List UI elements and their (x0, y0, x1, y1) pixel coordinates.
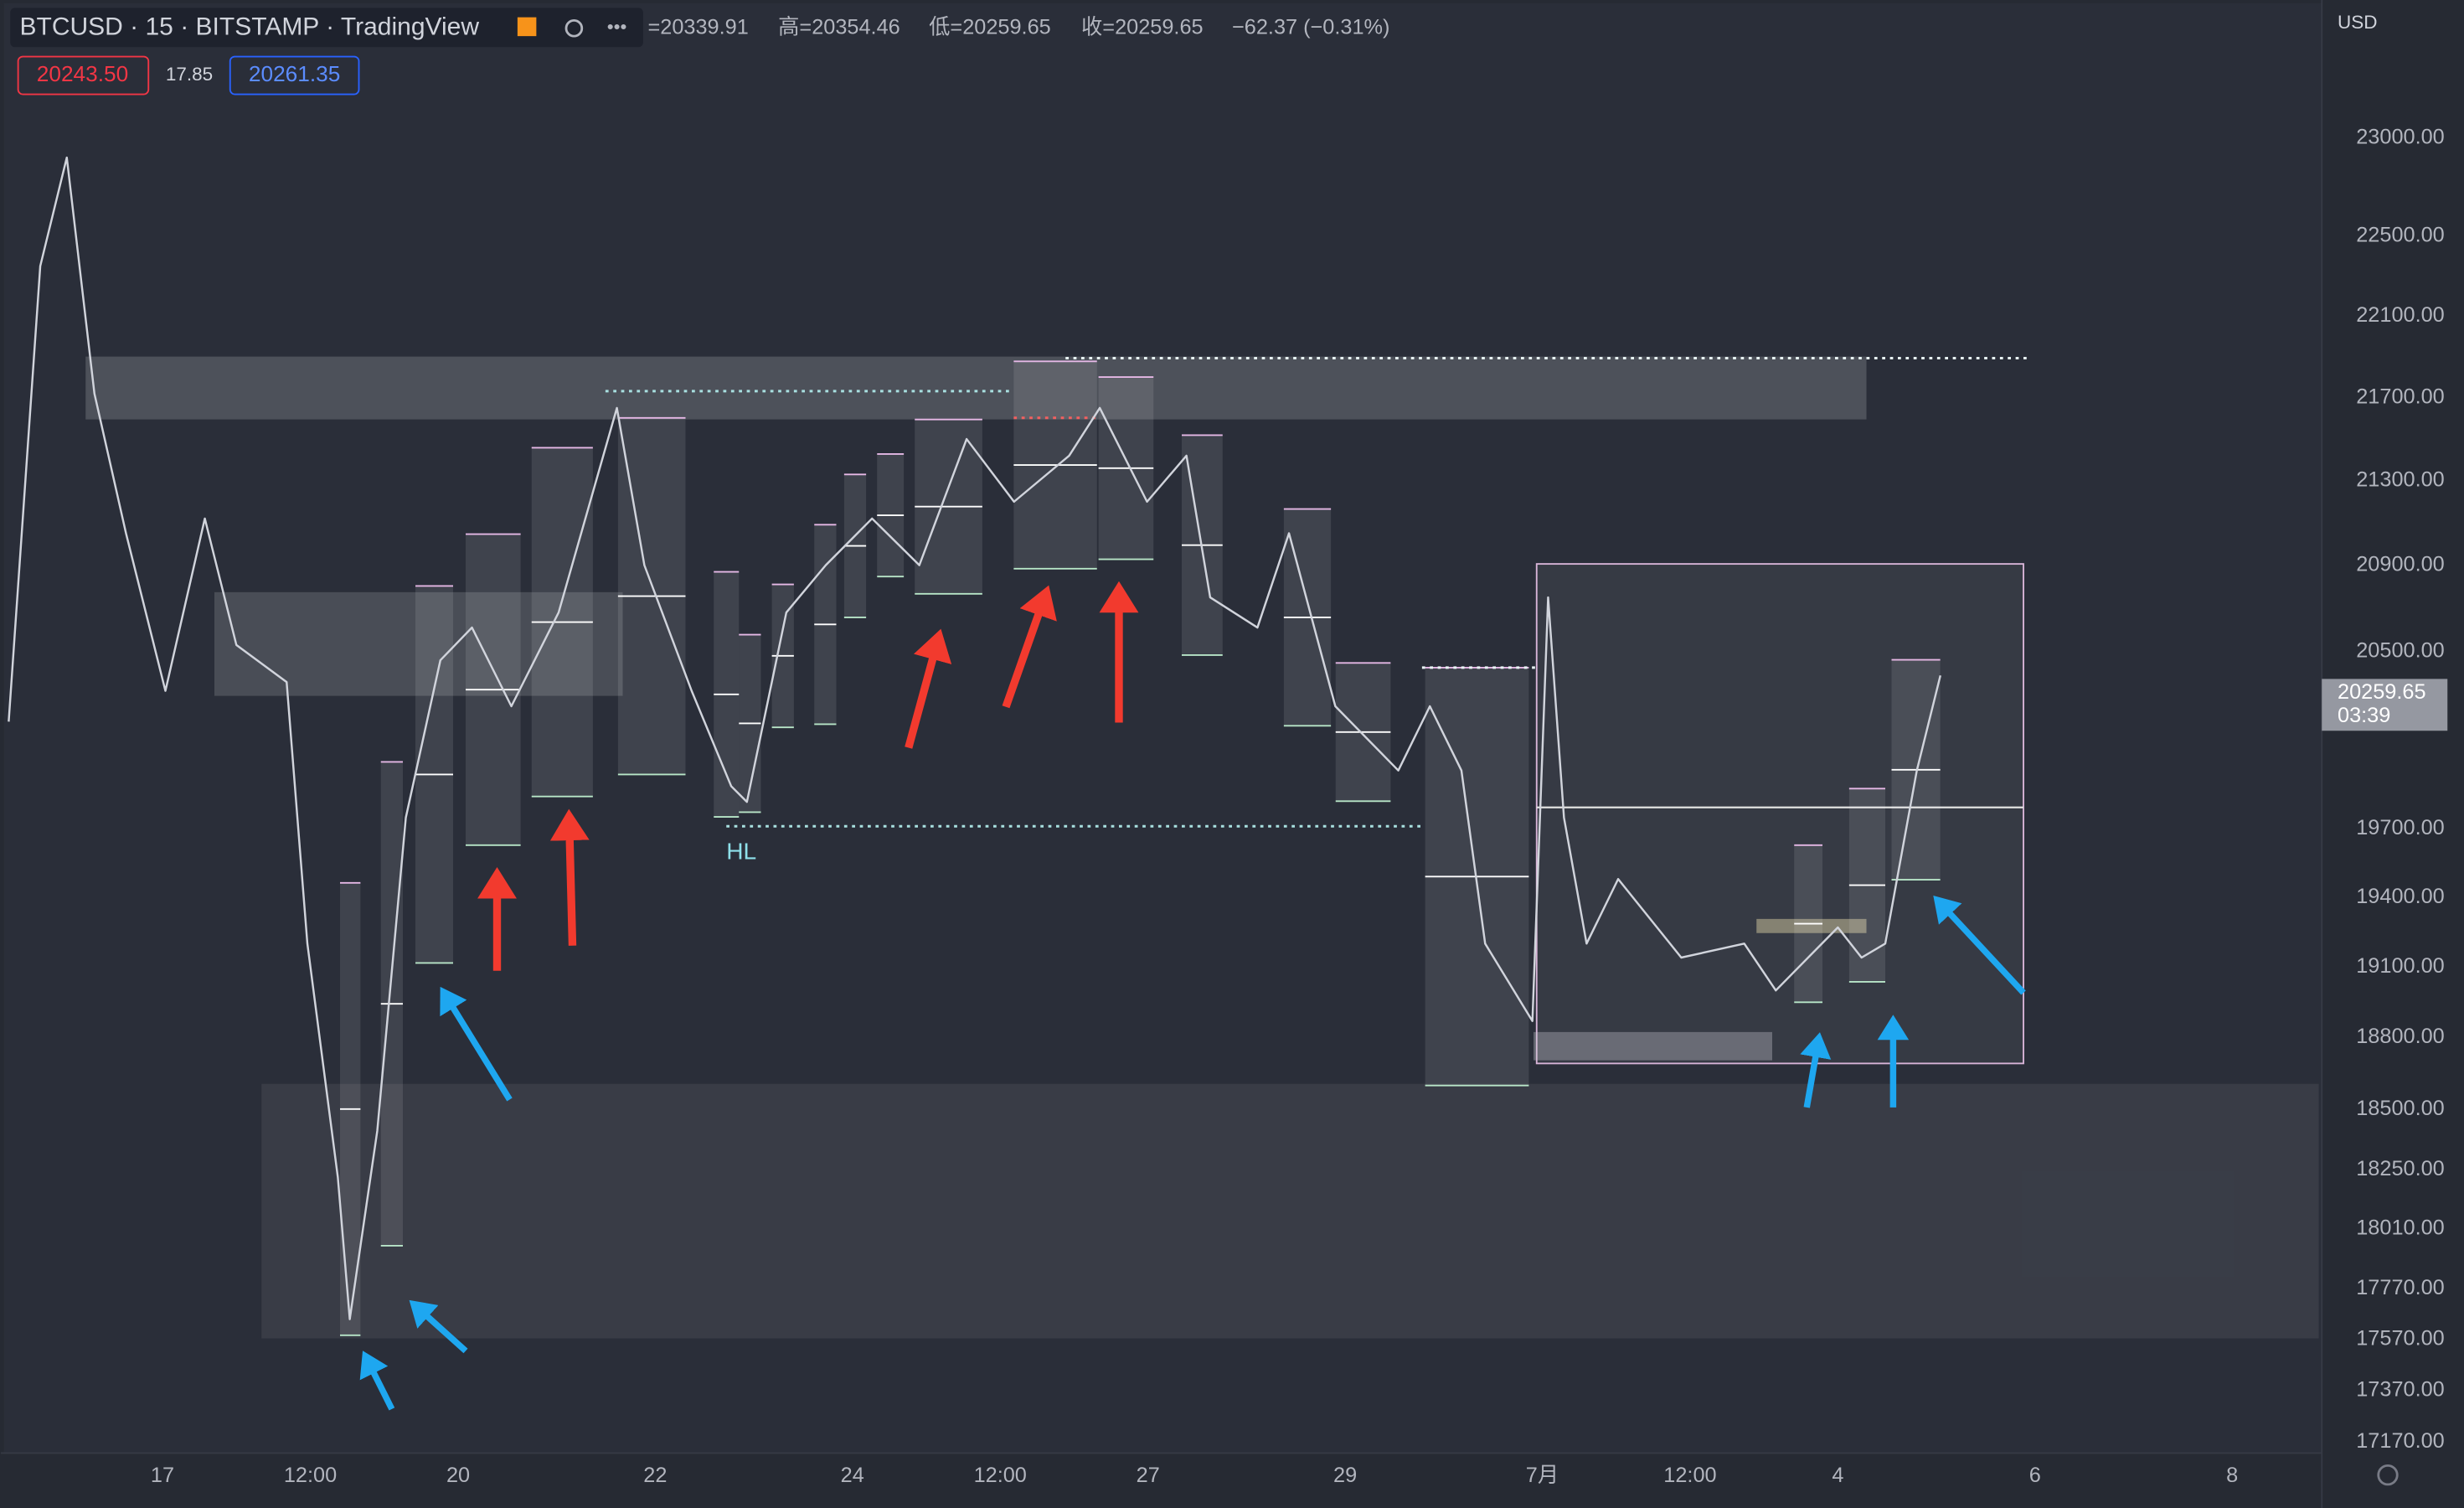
spread: 17.85 (166, 64, 213, 85)
change: −62.37 (−0.31%) (1232, 15, 1389, 39)
ask: 20261.35 (249, 61, 341, 86)
ask-box[interactable] (229, 55, 360, 96)
arrow (1800, 1032, 1832, 1108)
x-tick-label: 29 (1333, 1464, 1357, 1487)
y-tick-label: 17570.00 (2356, 1326, 2445, 1350)
y-tick-label: 17370.00 (2356, 1377, 2445, 1401)
y-tick-label: 21300.00 (2356, 467, 2445, 491)
y-tick-label: 18250.00 (2356, 1157, 2445, 1180)
bid: 20243.50 (37, 61, 129, 86)
x-tick-label: 8 (2226, 1464, 2238, 1487)
dotted-levels (605, 357, 2030, 828)
session-boxes (339, 360, 1941, 1336)
plot-area (3, 3, 2322, 1454)
flag-icon (517, 17, 537, 37)
last-price-box (2322, 679, 2448, 731)
zones (85, 356, 2319, 1339)
demand-zone (261, 1083, 2319, 1339)
y-tick-label: 19700.00 (2356, 816, 2445, 839)
arrow (1002, 585, 1057, 709)
last-price: 20259.65 (2338, 680, 2426, 704)
x-tick-label: 12:00 (284, 1464, 337, 1487)
supply-zone (85, 356, 1867, 420)
y-tick-label: 20500.00 (2356, 638, 2445, 662)
more-icon[interactable]: ••• (607, 17, 627, 38)
x-tick-label: 27 (1137, 1464, 1160, 1487)
arrows (359, 581, 2026, 1411)
arrow (549, 808, 590, 946)
y-tick-label: 18800.00 (2356, 1025, 2445, 1048)
y-tick-label: 22100.00 (2356, 303, 2445, 327)
y-tick-label: 21700.00 (2356, 385, 2445, 408)
high: 高=20354.46 (778, 15, 900, 39)
x-tick-label: 4 (1832, 1464, 1843, 1487)
symbol: BTCUSD · 15 · BITSTAMP · TradingView (20, 13, 480, 41)
arrow (359, 1350, 395, 1411)
arrow (905, 628, 952, 749)
currency[interactable]: USD (2338, 12, 2378, 33)
y-tick-label: 17770.00 (2356, 1276, 2445, 1299)
arrow (409, 1299, 468, 1354)
gray-box (1534, 1031, 1772, 1061)
x-tick-label: 12:00 (974, 1464, 1027, 1487)
y-tick-label: 19100.00 (2356, 954, 2445, 978)
y-tick-label: 18500.00 (2356, 1097, 2445, 1120)
countdown: 03:39 (2338, 704, 2390, 727)
y-tick-label: 22500.00 (2356, 224, 2445, 247)
x-tick-label: 7月 (1526, 1464, 1559, 1487)
x-tick-label: 24 (841, 1464, 864, 1487)
settings-icon[interactable] (2377, 1464, 2399, 1486)
range-box (1535, 563, 2024, 1065)
y-tick-label: 23000.00 (2356, 126, 2445, 149)
price-line (8, 156, 1941, 1320)
open: =20339.91 (648, 15, 749, 39)
x-tick-label: 22 (643, 1464, 667, 1487)
x-tick-label: 12:00 (1663, 1464, 1716, 1487)
close: 收=20259.65 (1081, 15, 1204, 39)
bid-box[interactable] (17, 55, 150, 96)
price-plot (8, 156, 1941, 1320)
y-tick-label: 19400.00 (2356, 885, 2445, 908)
x-tick-label: 6 (2029, 1464, 2041, 1487)
annotation: HL (726, 839, 756, 865)
arrow (440, 986, 513, 1102)
y-tick-label: 17170.00 (2356, 1429, 2445, 1453)
eye-icon[interactable] (564, 18, 584, 38)
y-tick-label: 18010.00 (2356, 1216, 2445, 1240)
low: 低=20259.65 (929, 15, 1051, 39)
legend-bar (10, 8, 643, 48)
axes: 23000.00 22500.00 22100.00 21700.00 21300.00… (151, 126, 2448, 1487)
y-tick-label: 20900.00 (2356, 552, 2445, 576)
x-tick-label: 17 (151, 1464, 174, 1487)
x-tick-label: 20 (446, 1464, 470, 1487)
arrow (1933, 896, 2026, 995)
